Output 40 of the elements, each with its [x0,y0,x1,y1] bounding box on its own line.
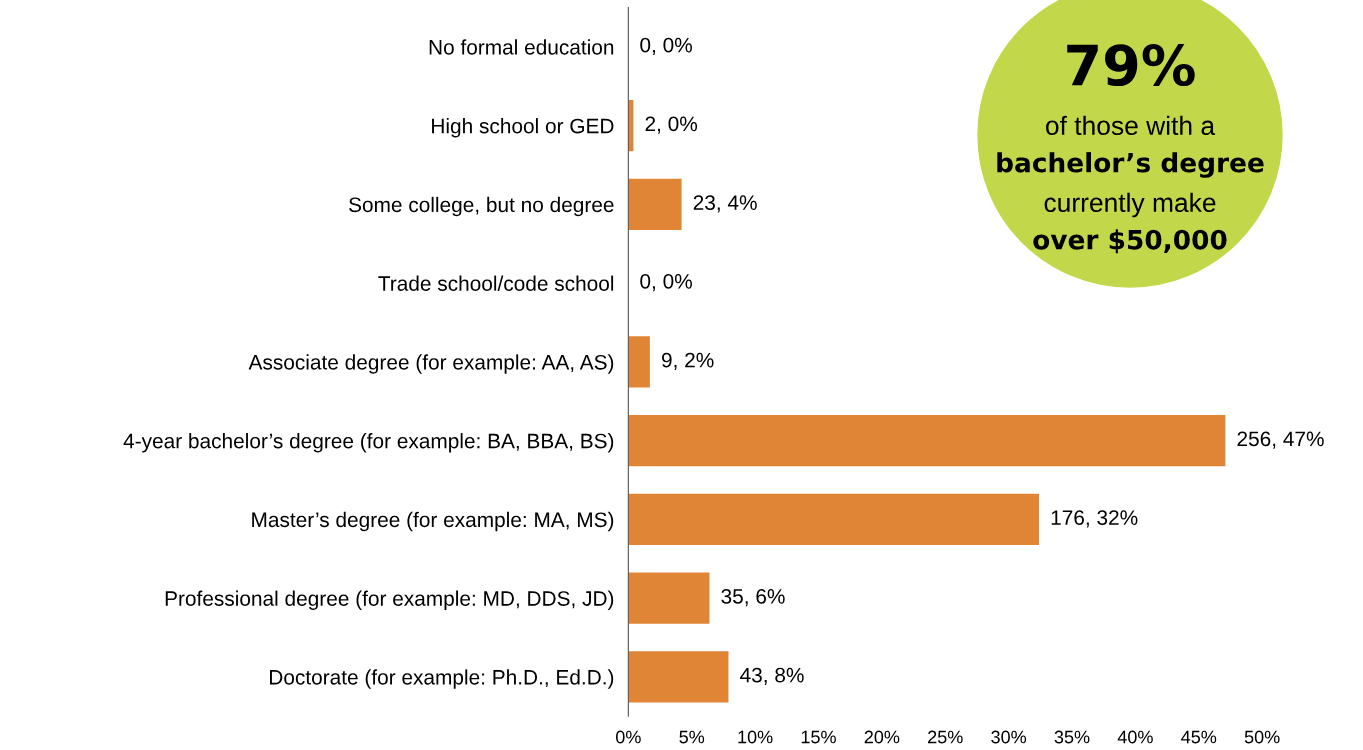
bar [628,572,710,624]
data-label: 35, 6% [721,588,785,607]
data-label: 2, 0% [645,116,698,134]
x-tick-label: 35% [1054,730,1090,744]
x-tick-label: 10% [738,730,773,744]
bar [628,651,729,703]
data-label: 0, 0% [640,273,692,292]
data-label: 43, 8% [740,667,804,685]
x-tick-label: 40% [1117,730,1153,744]
bar [628,493,1040,545]
x-tick-label: 0% [616,730,641,744]
y-tick-label: Associate degree (for example: AA, AS) [248,354,614,374]
annotation: bachelor’s degree [997,152,1264,178]
annotation: of those with a [1046,115,1216,136]
x-tick-label: 20% [864,730,900,744]
x-tick-label: 45% [1181,730,1217,744]
bar [628,336,650,388]
x-tick-label: 30% [991,730,1027,744]
x-tick-label: 25% [928,730,963,744]
y-tick-label: Doctorate (for example: Ph.D., Ed.D.) [269,669,614,689]
data-label: 256, 47% [1237,431,1324,449]
data-label: 0, 0% [640,37,692,55]
y-tick-label: 4-year bachelor’s degree (for example: BA, BBA, BS) [123,433,614,453]
x-tick-label: 5% [679,730,705,744]
y-tick-label: No formal education [429,39,614,55]
x-tick-label: 50% [1244,730,1280,744]
data-label: 23, 4% [693,195,757,213]
bar [628,415,1226,467]
y-tick-label: High school or GED [432,118,614,138]
x-tick-label: 15% [801,730,836,744]
y-tick-label: Master’s degree (for example: MA, MS) [252,511,614,532]
data-label: 176, 32% [1051,510,1138,528]
annotation: currently make [1044,192,1216,218]
annotation: over $50,000 [1033,229,1227,254]
y-tick-label: Professional degree (for example: MD, DDS, JD) [165,590,614,610]
data-label: 9, 2% [661,352,714,370]
y-tick-label: Trade school/code school [378,275,614,291]
y-tick-label: Some college, but no degree [349,196,614,217]
bar [628,178,682,230]
annotation: 79% [1067,44,1195,87]
